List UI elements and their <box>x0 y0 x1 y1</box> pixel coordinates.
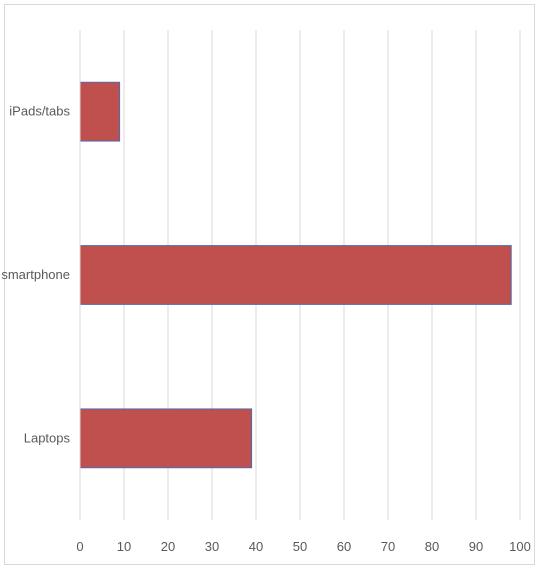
x-tick-label-70: 70 <box>381 539 395 554</box>
bars <box>79 81 512 469</box>
x-tick-label-80: 80 <box>425 539 439 554</box>
category-label-laptops: Laptops <box>24 430 71 445</box>
x-tick-label-0: 0 <box>76 539 83 554</box>
x-tick-label-40: 40 <box>249 539 263 554</box>
x-tick-label-90: 90 <box>469 539 483 554</box>
bar-smartphone <box>79 245 512 305</box>
x-tick-label-60: 60 <box>337 539 351 554</box>
x-tick-label-50: 50 <box>293 539 307 554</box>
x-tick-label-100: 100 <box>509 539 531 554</box>
x-tick-label-20: 20 <box>161 539 175 554</box>
bar-laptops <box>79 408 253 469</box>
x-tick-label-10: 10 <box>117 539 131 554</box>
bar-ipads-tabs <box>79 81 121 142</box>
labels: 0 10 20 30 40 50 60 70 80 90 100 iPads/tabs smartpho… <box>1 104 531 554</box>
x-tick-label-30: 30 <box>205 539 219 554</box>
category-label-smartphone: smartphone <box>1 267 70 282</box>
category-label-ipads-tabs: iPads/tabs <box>9 104 70 119</box>
